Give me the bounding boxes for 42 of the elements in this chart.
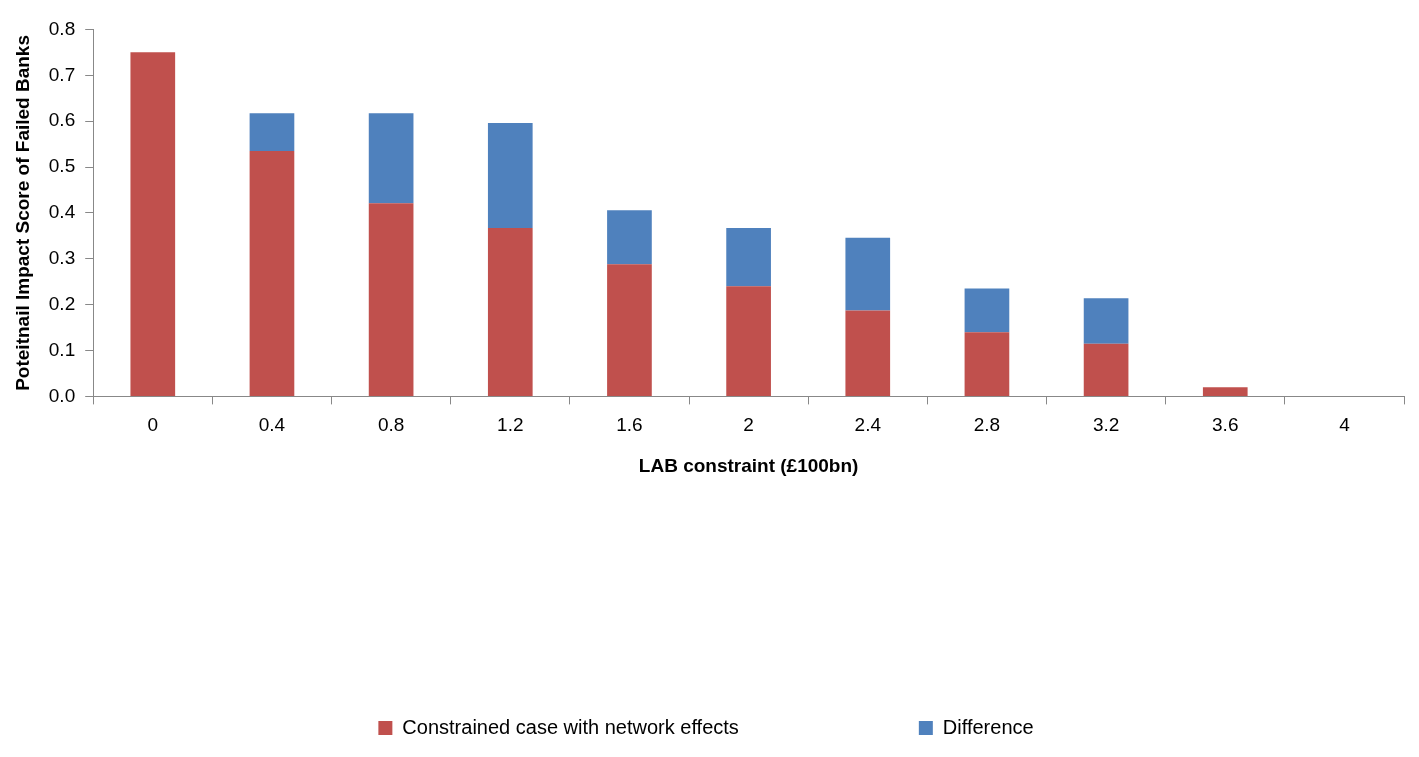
- y-tick-label: 0.5: [48, 155, 76, 177]
- x-tick-label: 0.4: [258, 414, 286, 436]
- y-tick-label: 0.2: [48, 292, 76, 314]
- x-axis-title: LAB constraint (£100bn): [638, 454, 859, 476]
- x-tick-label: 4: [1339, 414, 1351, 436]
- x-tick-label: 2.8: [973, 414, 1001, 436]
- x-tick-label: 3.2: [1092, 414, 1120, 436]
- bar: [607, 210, 652, 265]
- bar: [845, 310, 891, 396]
- y-tick-label: 0.0: [48, 384, 76, 406]
- y-tick-label: 0.3: [48, 247, 76, 269]
- x-tick-label: 0.8: [377, 414, 405, 436]
- x-tick-label: 2: [743, 414, 754, 436]
- legend-label: Constrained case with network effects: [402, 715, 739, 738]
- x-tick-label: 1.2: [497, 414, 524, 436]
- bar: [1083, 298, 1129, 344]
- bar: [964, 288, 1010, 333]
- x-tick-label: 2.4: [854, 414, 882, 436]
- y-tick-label: 0.6: [48, 109, 76, 131]
- y-tick-label: 0.8: [48, 17, 76, 39]
- bar: [726, 286, 771, 396]
- bar: [607, 264, 652, 396]
- y-axis-title: Poteitnail Impact Score of Failed Banks: [11, 34, 33, 391]
- bar: [249, 113, 295, 151]
- y-tick-label: 0.1: [48, 338, 76, 360]
- bar: [130, 52, 176, 396]
- bar: [368, 113, 414, 204]
- legend-label: Difference: [942, 715, 1034, 738]
- y-tick-label: 0.7: [48, 63, 76, 85]
- bar: [368, 203, 414, 396]
- bar: [1202, 387, 1248, 396]
- bar: [726, 228, 771, 287]
- bar: [964, 332, 1010, 396]
- bar: [249, 150, 295, 396]
- bar: [487, 122, 533, 229]
- x-tick-label: 0: [147, 414, 159, 436]
- x-tick-label: 1.6: [616, 414, 643, 436]
- y-tick-label: 0.4: [48, 201, 76, 223]
- bar: [845, 237, 891, 311]
- bar: [1083, 343, 1129, 396]
- bar: [487, 228, 533, 396]
- x-tick-label: 3.6: [1212, 414, 1239, 436]
